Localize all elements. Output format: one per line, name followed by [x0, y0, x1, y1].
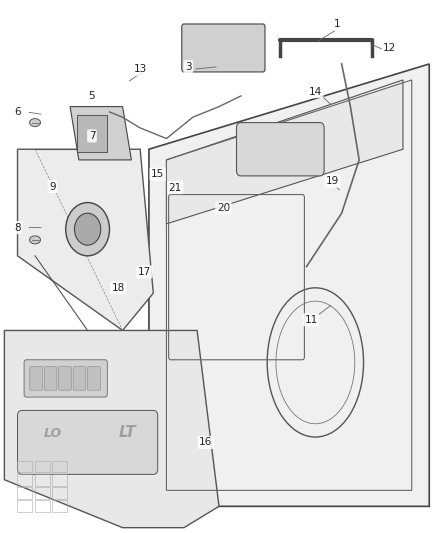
Text: 14: 14	[309, 87, 322, 96]
FancyBboxPatch shape	[44, 367, 57, 390]
Polygon shape	[149, 64, 429, 506]
FancyBboxPatch shape	[77, 115, 107, 152]
Text: 21: 21	[169, 183, 182, 192]
Ellipse shape	[29, 118, 40, 126]
Text: 20: 20	[217, 203, 230, 213]
FancyBboxPatch shape	[182, 24, 265, 72]
FancyBboxPatch shape	[88, 367, 100, 390]
Ellipse shape	[74, 213, 101, 245]
Polygon shape	[18, 149, 153, 330]
Ellipse shape	[66, 203, 110, 256]
Text: 15: 15	[151, 169, 164, 179]
Text: 11: 11	[304, 315, 318, 325]
FancyBboxPatch shape	[30, 367, 42, 390]
Text: 6: 6	[14, 107, 21, 117]
Text: 5: 5	[88, 91, 95, 101]
Text: 1: 1	[334, 19, 341, 29]
Text: 7: 7	[88, 131, 95, 141]
Polygon shape	[166, 80, 403, 224]
Text: 18: 18	[112, 283, 125, 293]
FancyBboxPatch shape	[73, 367, 86, 390]
Ellipse shape	[29, 236, 40, 244]
Text: 17: 17	[138, 267, 151, 277]
Text: 13: 13	[134, 64, 147, 74]
Text: 16: 16	[199, 438, 212, 447]
Text: 8: 8	[14, 223, 21, 232]
FancyBboxPatch shape	[18, 410, 158, 474]
FancyBboxPatch shape	[24, 360, 107, 397]
Text: LT: LT	[118, 425, 136, 440]
FancyBboxPatch shape	[59, 367, 71, 390]
Polygon shape	[70, 107, 131, 160]
Text: 19: 19	[326, 176, 339, 186]
Text: 9: 9	[49, 182, 56, 191]
Text: LO: LO	[44, 427, 62, 440]
Polygon shape	[4, 330, 219, 528]
FancyBboxPatch shape	[237, 123, 324, 176]
Text: 12: 12	[383, 43, 396, 53]
Text: 3: 3	[185, 62, 192, 71]
